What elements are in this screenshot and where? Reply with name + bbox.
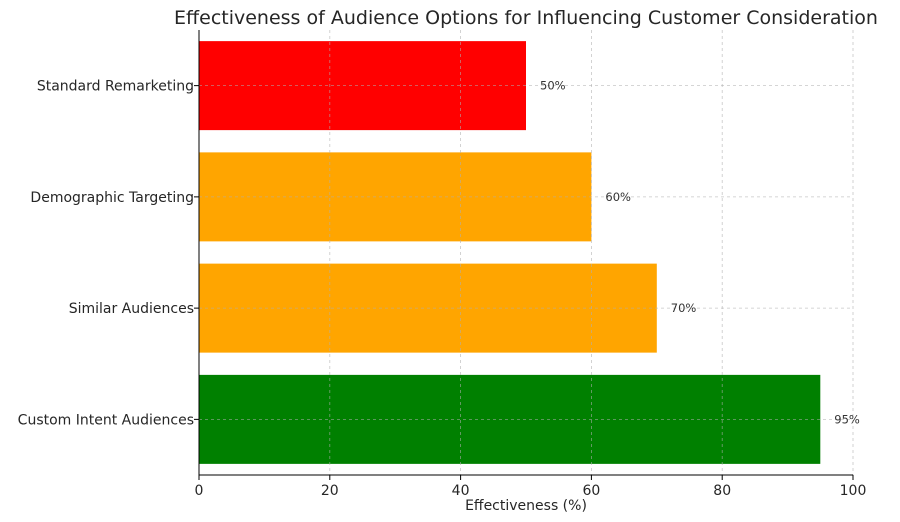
y-tick-label: Standard Remarketing — [37, 79, 194, 95]
x-tick-label: 60 — [582, 483, 600, 499]
y-tick-label: Demographic Targeting — [30, 190, 194, 206]
x-axis-label: Effectiveness (%) — [465, 498, 587, 514]
y-tick-label: Similar Audiences — [69, 301, 194, 317]
grid-layer — [198, 30, 854, 475]
x-tick-label: 20 — [321, 483, 339, 499]
x-tick-label: 100 — [840, 483, 867, 499]
data-labels-layer: 95% 70% 60% 50% — [540, 79, 860, 427]
data-label: 95% — [834, 412, 860, 426]
data-label: 70% — [671, 301, 697, 315]
bars-layer — [199, 41, 821, 464]
y-tick-label: Custom Intent Audiences — [18, 412, 194, 428]
x-tick-label: 40 — [452, 483, 470, 499]
axes-layer: 0 20 40 60 80 100 Custom Intent Audiences Simil… — [18, 30, 867, 499]
bar — [199, 152, 592, 242]
chart-title: Effectiveness of Audience Options for In… — [174, 7, 878, 29]
data-label: 60% — [605, 190, 631, 204]
x-tick-label: 80 — [713, 483, 731, 499]
x-tick-label: 0 — [195, 483, 204, 499]
data-label: 50% — [540, 79, 566, 93]
